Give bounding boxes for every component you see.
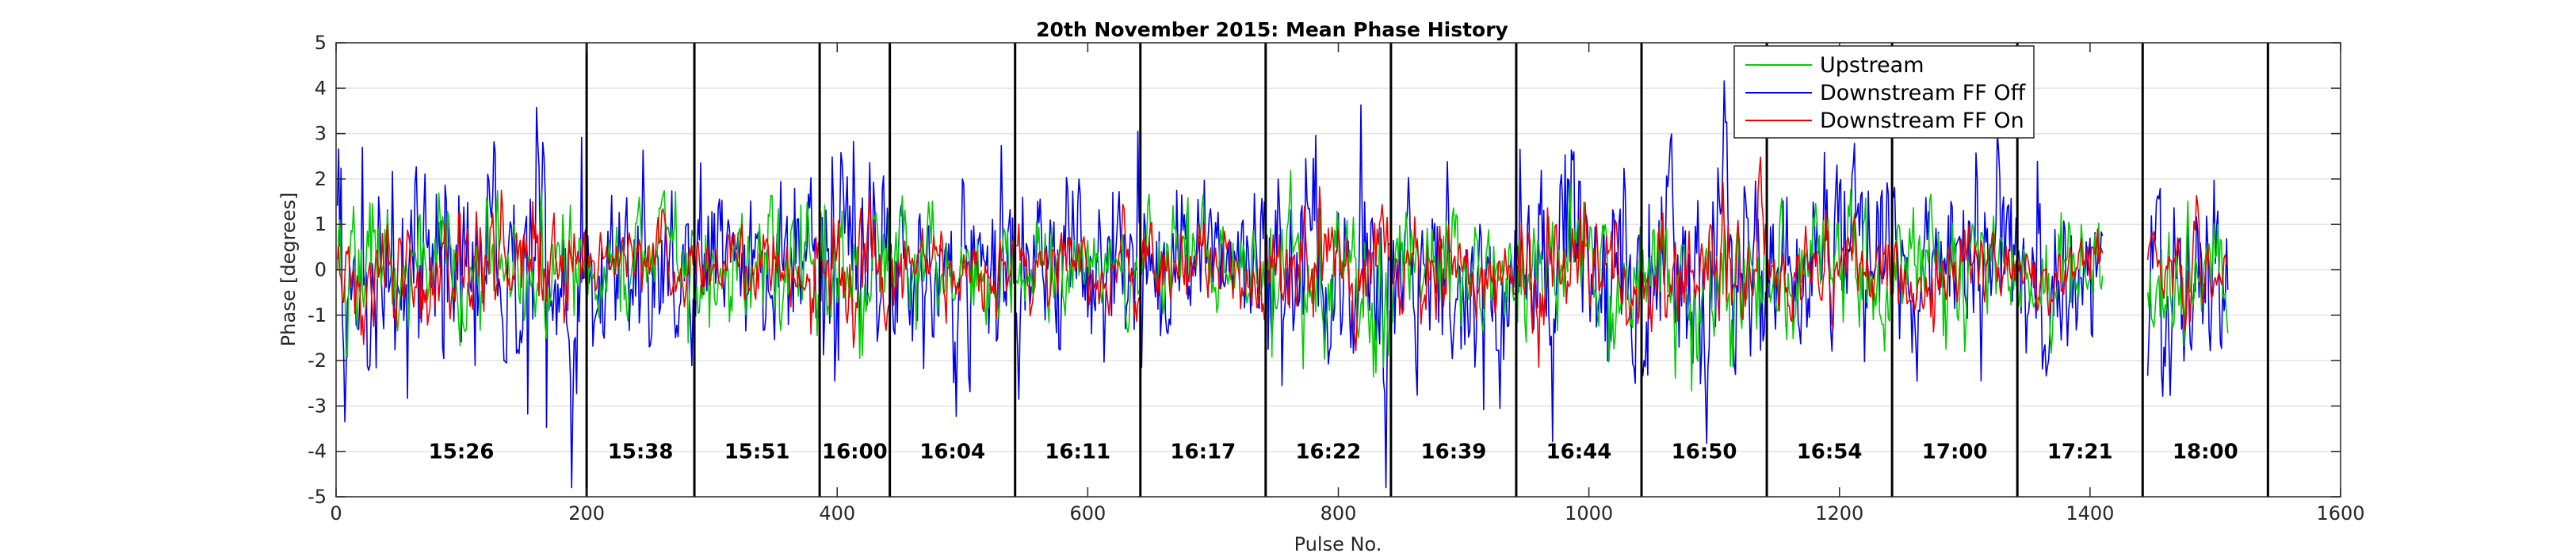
session-label: 15:26: [429, 441, 495, 464]
legend: Upstream Downstream FF Off Downstream FF O…: [1733, 45, 2035, 139]
session-label: 16:50: [1672, 441, 1737, 464]
session-label: 15:51: [724, 441, 790, 464]
y-tick-label: 4: [315, 77, 327, 99]
session-label: 16:39: [1421, 441, 1487, 464]
session-label: 16:17: [1170, 441, 1236, 464]
session-label: 17:21: [2047, 441, 2113, 464]
session-label: 15:38: [608, 441, 674, 464]
session-label: 18:00: [2173, 441, 2238, 464]
session-label: 16:44: [1546, 441, 1612, 464]
session-labels: 15:26 15:38 15:51 16:00 16:04 16:11 16:17 16:22…: [429, 441, 2238, 464]
session-label: 16:04: [919, 441, 985, 464]
y-tick-label: -1: [308, 304, 327, 326]
y-tick-label: 2: [315, 168, 327, 190]
legend-entry: Downstream FF Off: [1820, 81, 2027, 105]
x-tick-label: 1400: [2066, 502, 2114, 525]
series-line-downstream-ff-on: [336, 156, 2229, 368]
x-tick-label: 400: [819, 502, 855, 525]
x-tick-label: 1200: [1815, 502, 1863, 525]
x-tick-label: 200: [568, 502, 605, 525]
x-tick-label: 800: [1320, 502, 1357, 525]
y-tick-label: 3: [315, 123, 327, 145]
y-tick-label: -2: [308, 349, 327, 372]
y-tick-label: 5: [315, 32, 327, 54]
y-axis-label: Phase [degrees]: [277, 193, 300, 347]
session-label: 16:11: [1045, 441, 1110, 464]
x-tick-label: 1000: [1565, 502, 1613, 525]
x-tick-label: 0: [330, 502, 342, 525]
data-series: [336, 80, 2229, 489]
session-label: 16:22: [1295, 441, 1361, 464]
x-tick-label: 1600: [2316, 502, 2364, 525]
session-label: 17:00: [1922, 441, 1988, 464]
session-label: 16:00: [822, 441, 888, 464]
y-tick-label: 1: [315, 213, 327, 235]
y-tick-label: -3: [308, 395, 327, 417]
axes: 0 200 400 600 800 1000 1200 1400 1600 -5 -4 -3 -2 -1 0…: [308, 32, 2364, 525]
chart-title: 20th November 2015: Mean Phase History: [1036, 18, 1508, 41]
session-dividers: [585, 43, 2269, 497]
y-tick-label: -4: [308, 441, 327, 463]
y-tick-label: 0: [315, 259, 327, 281]
y-tick-label: -5: [308, 486, 327, 508]
legend-entry: Upstream: [1820, 53, 1924, 78]
session-label: 16:54: [1797, 441, 1863, 464]
legend-entry: Downstream FF On: [1820, 109, 2024, 133]
x-tick-label: 600: [1069, 502, 1106, 525]
x-axis-label: Pulse No.: [1294, 533, 1382, 555]
